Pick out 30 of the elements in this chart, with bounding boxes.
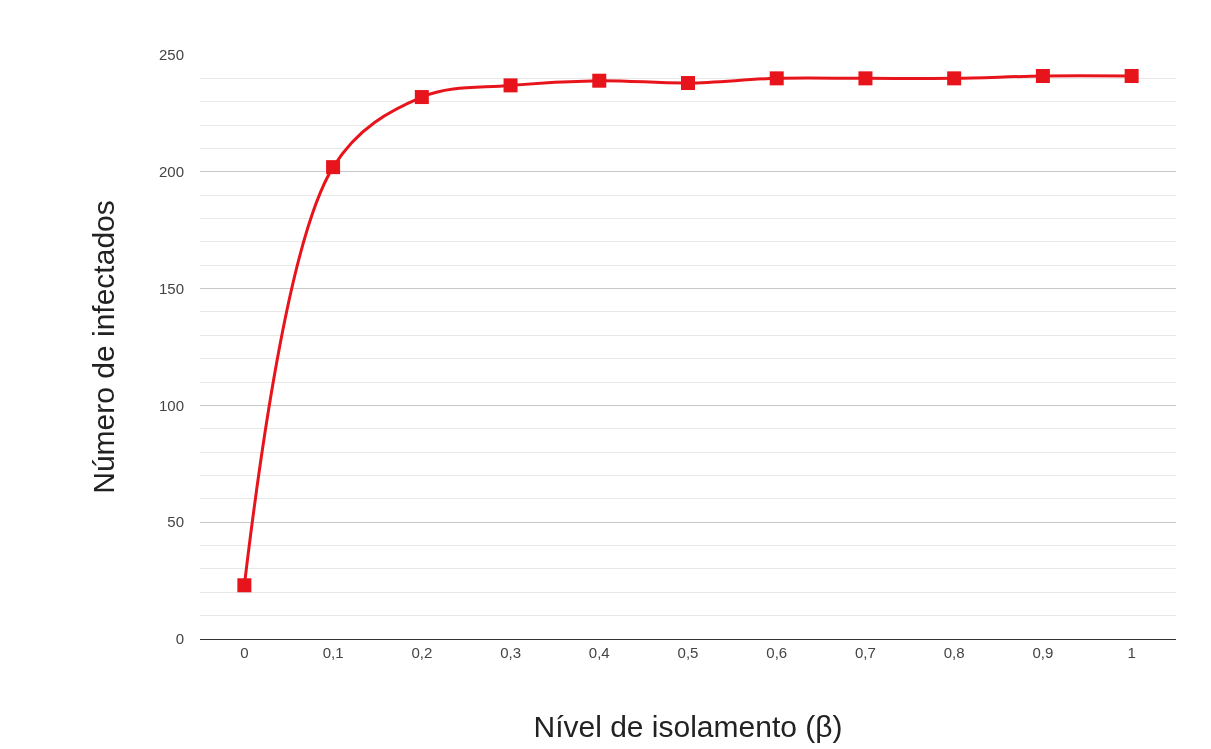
y-tick-label: 150	[158, 279, 184, 297]
y-tick-label: 100	[158, 396, 184, 414]
point	[769, 71, 784, 86]
point	[858, 71, 873, 86]
point	[592, 73, 607, 88]
point	[1035, 69, 1050, 84]
y-tick-label: 0	[175, 630, 184, 648]
x-axis-title: Nível de isolamento (β)	[533, 709, 843, 743]
point	[237, 578, 252, 593]
x-tick-label: 0,3	[500, 644, 521, 661]
x-tick-label: 0,9	[1032, 644, 1054, 661]
x-tick-label: 0,7	[855, 644, 876, 661]
x-tick-label: 0	[240, 644, 249, 661]
point	[414, 90, 429, 105]
point	[681, 76, 695, 91]
point	[326, 160, 341, 175]
y-axis-title: Número de infectados	[86, 200, 120, 494]
x-tick-label: 0,4	[588, 644, 610, 661]
x-tick-label: 0,1	[322, 644, 344, 661]
x-tick-label: 0,5	[677, 644, 699, 661]
x-tick-label: 0,6	[766, 644, 788, 661]
x-tick-label: 1	[1127, 644, 1136, 661]
y-tick-label: 50	[167, 513, 184, 531]
point	[503, 78, 518, 93]
point	[1124, 69, 1139, 84]
y-tick-label: 250	[158, 46, 184, 64]
x-tick-label: 0,2	[411, 644, 433, 661]
point	[947, 71, 962, 86]
y-tick-label: 200	[158, 163, 184, 181]
x-tick-label: 0,8	[943, 644, 965, 661]
